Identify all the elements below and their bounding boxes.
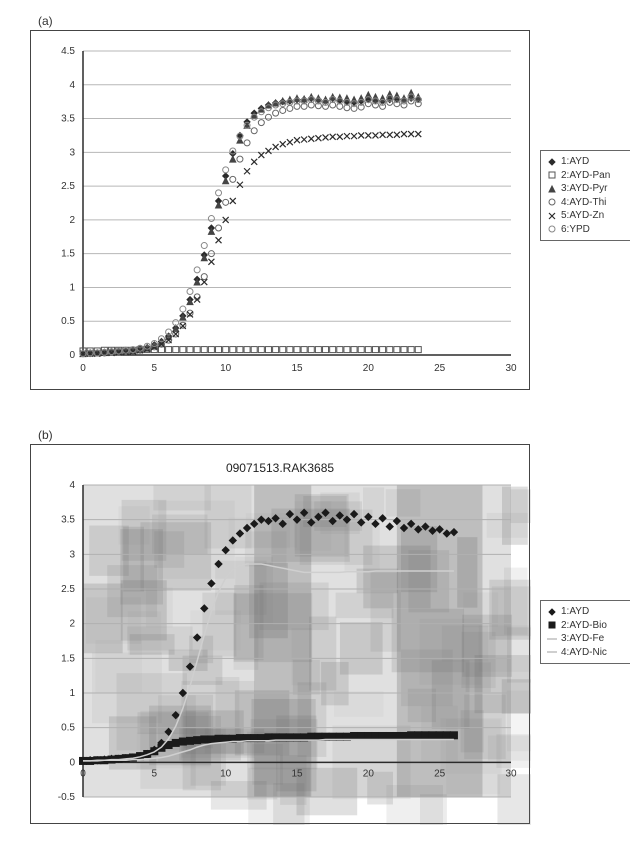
legend-label: 3:AYD-Fe [561, 632, 604, 646]
svg-text:1: 1 [69, 688, 75, 699]
svg-text:-0.5: -0.5 [58, 792, 76, 803]
svg-text:10: 10 [220, 363, 232, 374]
svg-text:4: 4 [69, 480, 75, 491]
svg-text:25: 25 [434, 768, 446, 779]
ayd-fe-swatch-icon [547, 634, 557, 644]
svg-text:5: 5 [152, 768, 158, 779]
legend-item: 3:AYD-Fe [547, 632, 629, 646]
svg-text:1: 1 [69, 282, 75, 293]
svg-text:2.5: 2.5 [61, 584, 75, 595]
legend-item: 6:YPD [547, 223, 629, 237]
legend-label: 2:AYD-Pan [561, 169, 610, 183]
svg-text:3: 3 [69, 549, 75, 560]
legend-label: 6:YPD [561, 223, 590, 237]
svg-text:20: 20 [363, 363, 375, 374]
svg-text:0: 0 [69, 757, 75, 768]
svg-text:4: 4 [69, 80, 75, 91]
svg-text:1.5: 1.5 [61, 249, 75, 260]
svg-text:10: 10 [220, 768, 232, 779]
legend-item: 1:AYD [547, 155, 629, 169]
svg-text:2.5: 2.5 [61, 181, 75, 192]
legend-item: 4:AYD-Thi [547, 196, 629, 210]
svg-text:1.5: 1.5 [61, 653, 75, 664]
panel-b-label: (b) [38, 428, 53, 442]
svg-text:0.5: 0.5 [61, 723, 75, 734]
svg-text:2: 2 [69, 215, 75, 226]
ayd-pan-swatch-icon [547, 170, 557, 180]
ayd-nic-swatch-icon [547, 647, 557, 657]
panel-b: 09071513.RAK3685 -0.500.511.522.533.5405… [30, 444, 530, 824]
svg-text:2: 2 [69, 619, 75, 630]
ayd-bio-swatch-icon [547, 620, 557, 630]
legend-label: 1:AYD [561, 605, 589, 619]
svg-text:4.5: 4.5 [61, 46, 75, 57]
legend-item: 2:AYD-Pan [547, 169, 629, 183]
legend-b: 1:AYD2:AYD-Bio3:AYD-Fe4:AYD-Nic [540, 600, 630, 664]
svg-text:0: 0 [80, 363, 86, 374]
ayd-swatch-icon [547, 157, 557, 167]
chart-a: 0 0.5 1 1.5 2 2.5 3 3.5 4 4.5 0 5 10 15 20 25 30 [31, 31, 531, 391]
svg-text:3.5: 3.5 [61, 515, 75, 526]
ayd-pyr-swatch-icon [547, 184, 557, 194]
svg-text:3.5: 3.5 [61, 114, 75, 125]
legend-item: 3:AYD-Pyr [547, 182, 629, 196]
legend-label: 4:AYD-Thi [561, 196, 606, 210]
panel-a: 0 0.5 1 1.5 2 2.5 3 3.5 4 4.5 0 5 10 15 20 25 30 [30, 30, 530, 390]
svg-text:30: 30 [505, 363, 517, 374]
legend-label: 5:AYD-Zn [561, 209, 604, 223]
svg-text:5: 5 [152, 363, 158, 374]
legend-item: 1:AYD [547, 605, 629, 619]
svg-text:25: 25 [434, 363, 446, 374]
svg-text:0: 0 [69, 350, 75, 361]
panel-a-label: (a) [38, 14, 53, 28]
figure-container: (a) 00.511.522.533.544.5051015202530 1:A… [0, 0, 630, 850]
legend-label: 1:AYD [561, 155, 589, 169]
ayd-zn-swatch-icon [547, 211, 557, 221]
ayd-swatch-icon [547, 607, 557, 617]
legend-label: 3:AYD-Pyr [561, 182, 608, 196]
svg-text:30: 30 [505, 768, 517, 779]
svg-text:0.5: 0.5 [61, 316, 75, 327]
svg-text:15: 15 [291, 768, 303, 779]
legend-item: 2:AYD-Bio [547, 619, 629, 633]
svg-text:20: 20 [363, 768, 375, 779]
svg-text:15: 15 [291, 363, 303, 374]
chart-b: -0.500.511.522.533.54051015202530 [31, 445, 531, 825]
ayd-thi-swatch-icon [547, 197, 557, 207]
ypd-swatch-icon [547, 224, 557, 234]
legend-label: 4:AYD-Nic [561, 646, 607, 660]
legend-label: 2:AYD-Bio [561, 619, 607, 633]
svg-text:3: 3 [69, 147, 75, 158]
legend-a: 1:AYD2:AYD-Pan3:AYD-Pyr4:AYD-Thi5:AYD-Zn… [540, 150, 630, 241]
legend-item: 5:AYD-Zn [547, 209, 629, 223]
chart-b-title: 09071513.RAK3685 [31, 461, 529, 475]
legend-item: 4:AYD-Nic [547, 646, 629, 660]
